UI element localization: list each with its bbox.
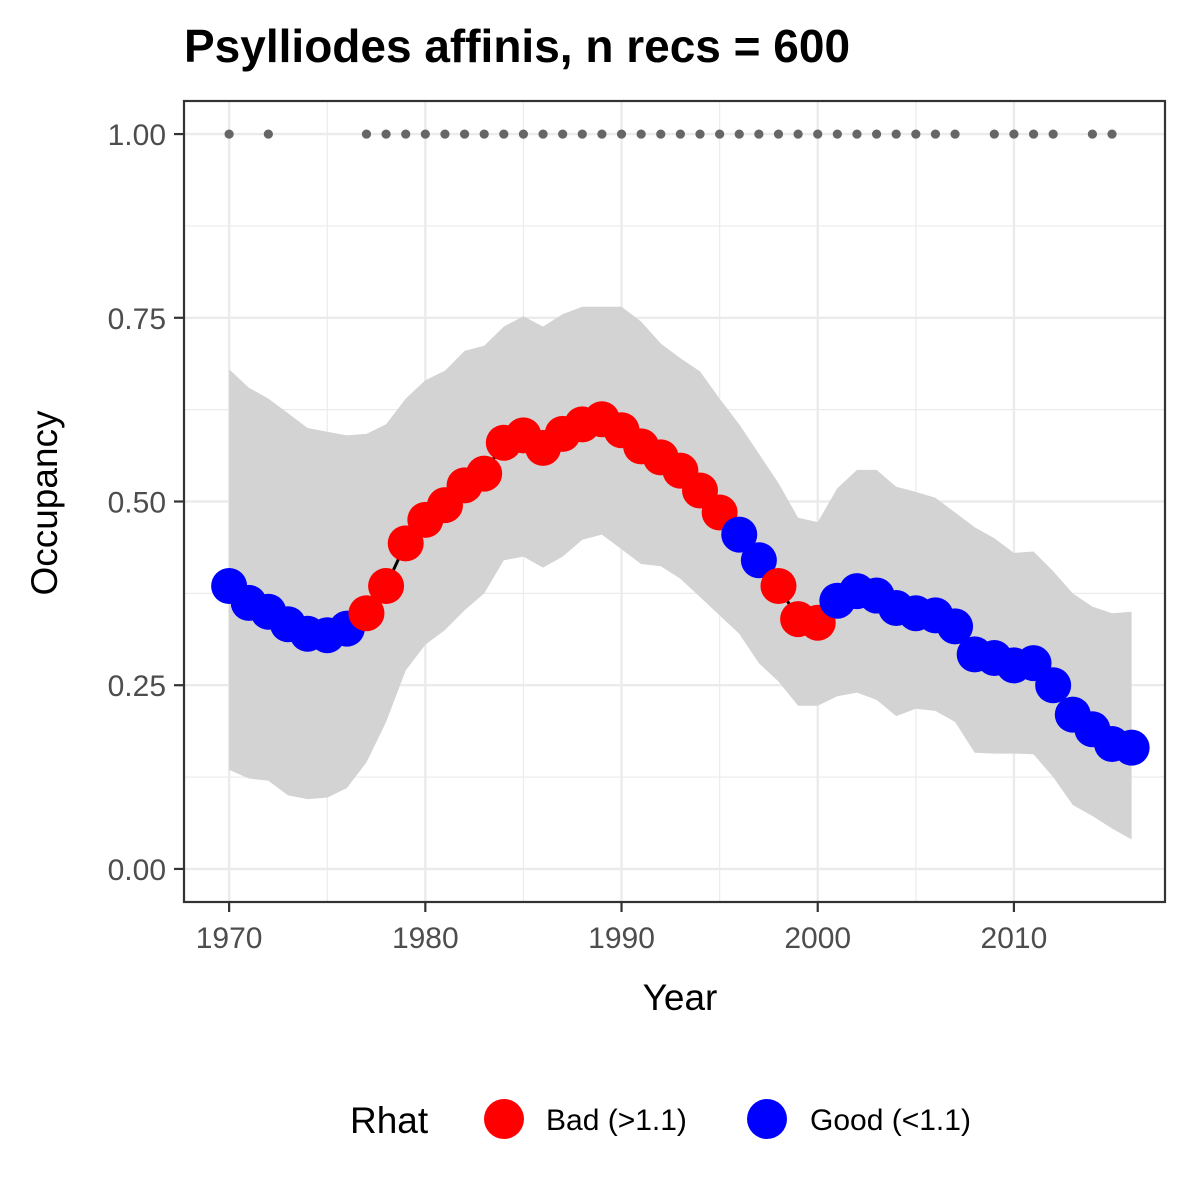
record-point	[519, 129, 528, 138]
record-point	[852, 129, 861, 138]
occupancy-point	[1114, 730, 1150, 766]
legend: Rhat Bad (>1.1) Good (<1.1)	[350, 1099, 971, 1141]
legend-key-bad	[484, 1099, 524, 1139]
record-point	[421, 129, 430, 138]
record-point	[892, 129, 901, 138]
record-point	[499, 129, 508, 138]
record-point	[833, 129, 842, 138]
record-point	[695, 129, 704, 138]
record-point	[813, 129, 822, 138]
record-point	[225, 129, 234, 138]
legend-title: Rhat	[350, 1100, 429, 1141]
record-point	[872, 129, 881, 138]
x-tick-label: 1980	[392, 922, 459, 955]
record-point	[381, 129, 390, 138]
record-point	[558, 129, 567, 138]
record-point	[1088, 129, 1097, 138]
record-point	[1049, 129, 1058, 138]
record-point	[911, 129, 920, 138]
x-tick-label: 1990	[588, 922, 655, 955]
record-point	[1009, 129, 1018, 138]
record-point	[637, 129, 646, 138]
record-point	[715, 129, 724, 138]
record-point	[440, 129, 449, 138]
record-point	[480, 129, 489, 138]
occupancy-point	[1035, 667, 1071, 703]
y-tick-label: 1.00	[108, 119, 166, 152]
record-point	[362, 129, 371, 138]
occupancy-point	[760, 568, 796, 604]
record-point	[617, 129, 626, 138]
occupancy-point	[466, 456, 502, 492]
record-point	[774, 129, 783, 138]
y-tick-label: 0.00	[108, 854, 166, 887]
x-tick-label: 1970	[196, 922, 263, 955]
y-tick-label: 0.75	[108, 303, 166, 336]
y-tick-label: 0.50	[108, 487, 166, 520]
legend-label-good: Good (<1.1)	[810, 1104, 971, 1137]
record-point	[656, 129, 665, 138]
chart-title: Psylliodes affinis, n recs = 600	[184, 20, 850, 72]
y-axis-title: Occupancy	[24, 410, 65, 596]
record-point	[538, 129, 547, 138]
record-point	[401, 129, 410, 138]
record-point	[1029, 129, 1038, 138]
record-point	[264, 129, 273, 138]
legend-key-good	[747, 1099, 787, 1139]
x-axis-title: Year	[643, 977, 718, 1018]
record-point	[950, 129, 959, 138]
record-point	[931, 129, 940, 138]
record-point	[794, 129, 803, 138]
x-tick-label: 2010	[981, 922, 1048, 955]
record-point	[735, 129, 744, 138]
legend-label-bad: Bad (>1.1)	[546, 1104, 687, 1137]
record-point	[460, 129, 469, 138]
occupancy-point	[368, 568, 404, 604]
x-tick-label: 2000	[784, 922, 851, 955]
record-point	[676, 129, 685, 138]
record-point	[1107, 129, 1116, 138]
record-point	[597, 129, 606, 138]
record-point	[754, 129, 763, 138]
record-point	[990, 129, 999, 138]
y-tick-label: 0.25	[108, 670, 166, 703]
record-point	[578, 129, 587, 138]
